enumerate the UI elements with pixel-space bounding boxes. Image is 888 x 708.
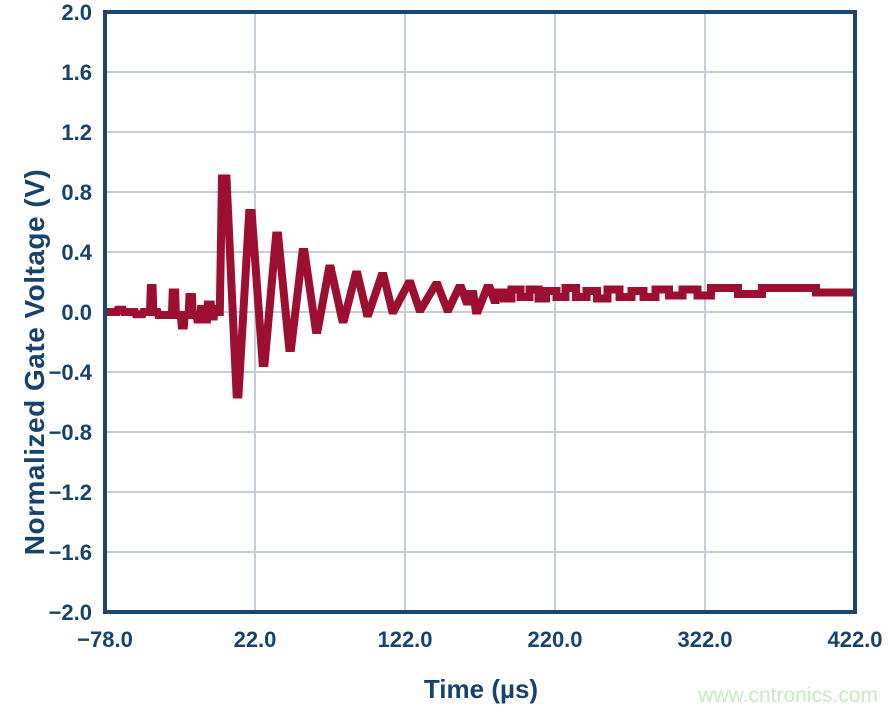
x-tick-label: 220.0: [527, 627, 582, 652]
y-tick-label: −1.2: [49, 480, 92, 505]
x-tick-label: 422.0: [827, 627, 882, 652]
y-tick-label: 0.8: [61, 180, 92, 205]
x-axis-title: Time (µs): [424, 674, 538, 704]
plot-border: [103, 10, 857, 614]
y-tick-label: 1.6: [61, 60, 92, 85]
y-tick-label: 2.0: [61, 0, 92, 25]
x-tick-label: 122.0: [377, 627, 432, 652]
y-tick-label: 0.0: [61, 300, 92, 325]
trace-layer: [105, 174, 855, 399]
y-axis-tick-labels: 2.0 1.6 1.2 0.8 0.4 0.0 −0.4 −0.8 −1.2 −1.6 −2.0: [49, 0, 93, 625]
waveform-normalized-gate-voltage: [105, 174, 855, 399]
watermark: www.cntronics.com: [697, 684, 878, 707]
y-tick-label: 1.2: [61, 120, 92, 145]
y-tick-label: −2.0: [49, 600, 92, 625]
y-axis-title: Normalized Gate Voltage (V): [19, 169, 50, 555]
x-tick-label: 322.0: [677, 627, 732, 652]
y-tick-label: −0.8: [49, 420, 92, 445]
y-tick-label: −1.6: [49, 540, 92, 565]
y-tick-label: 0.4: [61, 240, 92, 265]
y-tick-label: −0.4: [49, 360, 93, 385]
x-axis-tick-labels: −78.0 22.0 122.0 220.0 322.0 422.0: [77, 627, 882, 652]
x-tick-label: −78.0: [77, 627, 133, 652]
x-tick-label: 22.0: [234, 627, 277, 652]
